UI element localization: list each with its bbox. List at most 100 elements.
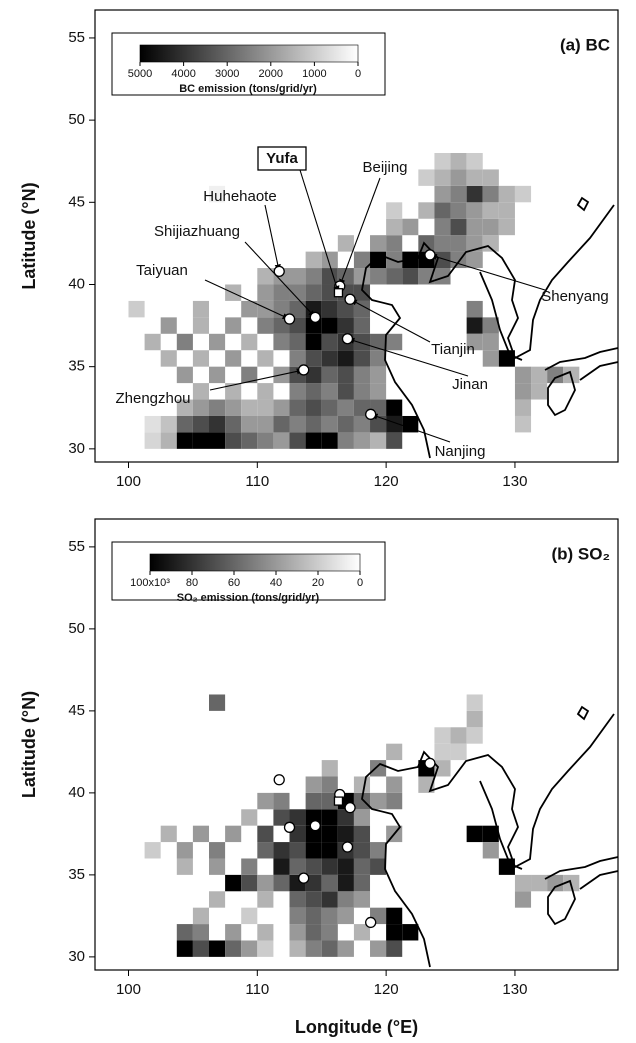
emission-cell xyxy=(321,842,338,859)
emission-cell xyxy=(289,940,306,957)
x-tick-label: 130 xyxy=(502,981,527,998)
emission-cell xyxy=(353,891,371,908)
emission-cell xyxy=(386,776,403,793)
emission-cell xyxy=(370,235,387,252)
emission-cell xyxy=(466,300,483,318)
emission-cell xyxy=(192,300,210,318)
emission-cell xyxy=(466,169,483,186)
emission-cell xyxy=(289,268,306,285)
emission-cell xyxy=(466,202,483,219)
emission-cell xyxy=(353,825,371,843)
x-tick-label: 100 xyxy=(116,981,141,998)
emission-cell xyxy=(257,317,274,334)
emission-cell xyxy=(257,432,274,449)
emission-cell xyxy=(466,235,483,252)
emission-cell xyxy=(370,366,387,384)
emission-cell xyxy=(273,432,290,449)
emission-cell xyxy=(321,399,338,416)
emission-cell xyxy=(289,907,306,925)
emission-cell xyxy=(370,268,387,285)
emission-cell xyxy=(514,891,532,908)
emission-cell xyxy=(257,874,274,892)
emission-cell xyxy=(370,415,387,433)
y-axis-label: Latitude (°N) xyxy=(19,182,39,289)
emission-cell xyxy=(386,268,403,285)
emission-cell xyxy=(192,415,210,433)
map xyxy=(128,152,580,449)
emission-cell xyxy=(337,415,354,433)
emission-cell xyxy=(209,694,226,711)
emission-cell xyxy=(192,907,210,925)
emission-cell xyxy=(514,383,532,400)
emission-cell xyxy=(305,842,322,859)
emission-cell xyxy=(466,825,483,843)
emission-cell xyxy=(225,415,242,433)
emission-cell xyxy=(337,317,354,334)
city-label: Jinan xyxy=(452,376,488,393)
emission-cell xyxy=(305,399,322,416)
emission-cell xyxy=(209,891,226,908)
emission-cell xyxy=(176,858,193,875)
emission-cell xyxy=(386,743,403,761)
emission-cell xyxy=(241,809,258,826)
emission-cell xyxy=(144,432,161,449)
city-marker xyxy=(298,364,310,376)
emission-cell xyxy=(257,268,274,285)
emission-cell xyxy=(209,858,226,875)
emission-cell xyxy=(337,809,354,826)
map xyxy=(144,694,580,957)
emission-cell xyxy=(434,169,451,186)
emission-cell xyxy=(176,432,193,449)
emission-cell xyxy=(434,218,451,236)
x-tick-label: 110 xyxy=(245,473,269,490)
emission-cell xyxy=(450,235,467,252)
emission-cell xyxy=(498,202,515,219)
city-marker xyxy=(309,820,321,832)
emission-cell xyxy=(498,858,515,875)
city-label: Zhengzhou xyxy=(115,390,190,407)
colorbar-tick-label: 40 xyxy=(270,577,282,589)
emission-cell xyxy=(353,432,371,449)
emission-cell xyxy=(289,432,306,449)
emission-cell xyxy=(289,284,306,301)
arrow xyxy=(209,368,305,391)
emission-cell xyxy=(321,825,338,843)
city-marker xyxy=(283,821,296,833)
emission-cell xyxy=(225,940,242,957)
emission-cell xyxy=(241,940,258,957)
emission-cell xyxy=(192,432,210,449)
emission-cell xyxy=(241,399,258,416)
emission-cell xyxy=(257,399,274,416)
emission-cell xyxy=(337,874,354,892)
colorbar-tick-label: 4000 xyxy=(171,68,195,80)
emission-cell xyxy=(289,842,306,859)
city-label: Shenyang xyxy=(541,288,609,305)
y-tick-label: 55 xyxy=(68,538,85,555)
emission-cell xyxy=(321,891,338,908)
colorbar-tick-label: 60 xyxy=(228,577,240,589)
city-marker xyxy=(365,408,377,420)
emission-cell xyxy=(370,760,387,777)
emission-cell xyxy=(176,924,193,941)
emission-cell xyxy=(160,350,177,367)
emission-cell xyxy=(353,874,371,892)
emission-cell xyxy=(273,874,290,892)
emission-cell xyxy=(353,415,371,433)
emission-cell xyxy=(450,743,467,761)
emission-cell xyxy=(434,185,451,203)
emission-cell xyxy=(321,366,338,384)
emission-cell xyxy=(482,235,499,252)
emission-cell xyxy=(289,300,306,318)
emission-cell xyxy=(289,415,306,433)
emission-cell xyxy=(305,776,322,793)
emission-cell xyxy=(482,202,499,219)
emission-cell xyxy=(160,317,177,334)
emission-cell xyxy=(305,432,322,449)
emission-cell xyxy=(466,218,483,236)
emission-cell xyxy=(321,415,338,433)
y-tick-label: 55 xyxy=(68,29,85,46)
emission-cell xyxy=(225,350,242,367)
y-tick-label: 45 xyxy=(68,702,85,719)
y-tick-label: 50 xyxy=(68,620,85,637)
emission-cell xyxy=(353,284,371,301)
